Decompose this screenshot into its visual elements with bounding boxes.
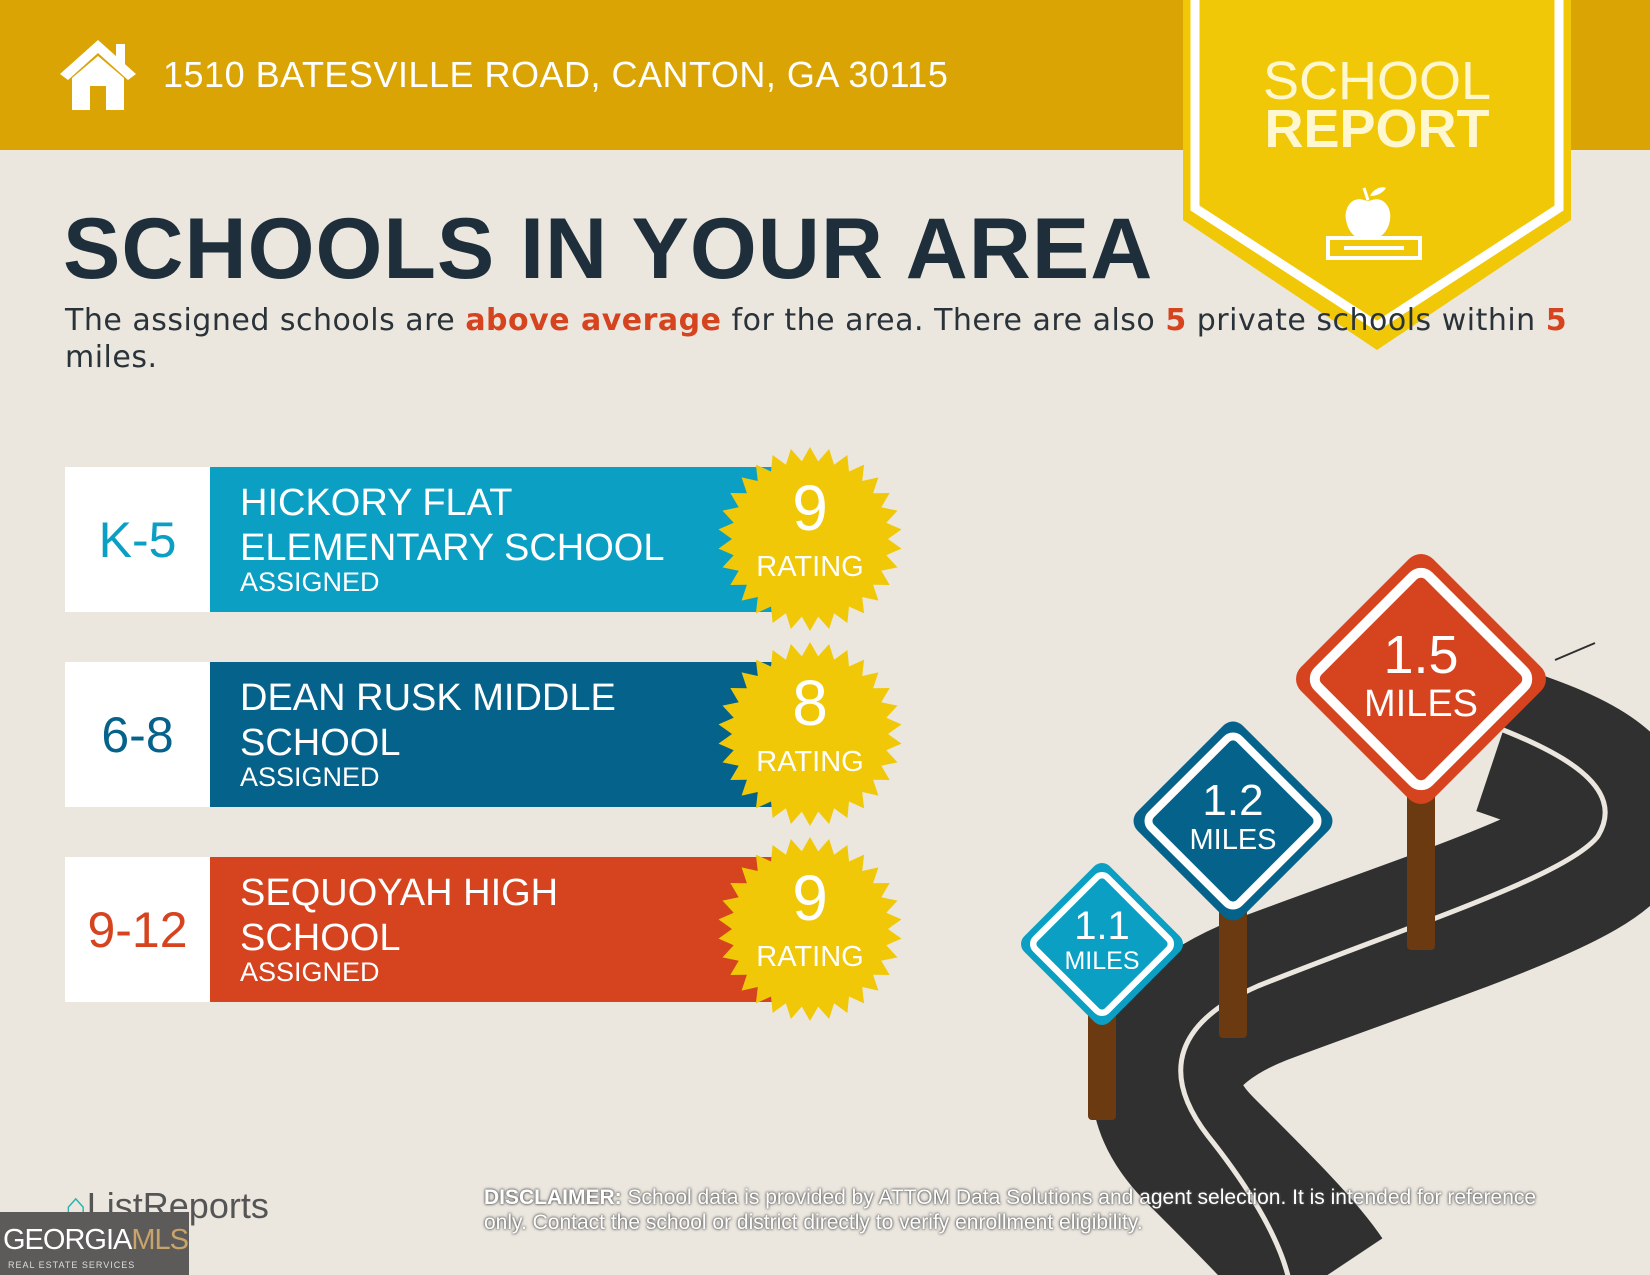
- distance-label: 1.1 MILES: [1002, 906, 1202, 977]
- property-address: 1510 BATESVILLE ROAD, CANTON, GA 30115: [163, 54, 949, 95]
- summary-highlight-count: 5: [1165, 303, 1187, 338]
- summary-part: miles.: [65, 340, 158, 375]
- gmls-subtext: REAL ESTATE SERVICES: [8, 1260, 136, 1270]
- summary-text: The assigned schools are above average f…: [65, 302, 1650, 376]
- school-report-banner: [1183, 0, 1571, 350]
- distance-unit: MILES: [1189, 824, 1277, 857]
- distance-value: 1.5: [1383, 624, 1459, 685]
- school-bar: DEAN RUSK MIDDLE SCHOOL ASSIGNED: [210, 662, 775, 807]
- page-title: SCHOOLS IN YOUR AREA: [63, 201, 1154, 297]
- school-name: DEAN RUSK MIDDLE SCHOOL: [240, 677, 616, 764]
- apple-on-book-icon: [1326, 187, 1422, 260]
- school-name: SEQUOYAH HIGH SCHOOL: [240, 872, 559, 959]
- banner-title-line1: SCHOOL: [1262, 51, 1492, 111]
- starburst-icon: [718, 447, 902, 631]
- school-status: ASSIGNED: [240, 957, 380, 987]
- rating-badge: 9 RATING: [718, 447, 902, 631]
- grade-range: 9-12: [65, 857, 210, 1002]
- summary-part: private schools within: [1186, 303, 1546, 338]
- summary-part: for the area. There are also: [721, 303, 1166, 338]
- rating-badge: 8 RATING: [718, 642, 902, 826]
- house-icon: [60, 40, 136, 110]
- school-row: 9-12 SEQUOYAH HIGH SCHOOL ASSIGNED: [65, 857, 775, 1002]
- disclaimer-text: School data is provided by ATTOM Data So…: [484, 1186, 1537, 1234]
- rating-label: RATING: [756, 551, 864, 583]
- school-status: ASSIGNED: [240, 567, 380, 597]
- starburst-icon: [718, 837, 902, 1021]
- school-name: HICKORY FLAT ELEMENTARY SCHOOL: [240, 482, 665, 569]
- distance-value: 1.1: [1074, 904, 1130, 948]
- rating-label: RATING: [756, 746, 864, 778]
- distance-value: 1.2: [1202, 776, 1264, 826]
- gmls-text: GEORGIA: [3, 1224, 132, 1256]
- rating-label: RATING: [756, 941, 864, 973]
- school-bar: HICKORY FLAT ELEMENTARY SCHOOL ASSIGNED: [210, 467, 775, 612]
- summary-highlight-miles: 5: [1545, 303, 1568, 338]
- disclaimer: DISCLAIMER: School data is provided by A…: [484, 1185, 1584, 1235]
- rating-badge: 9 RATING: [718, 837, 902, 1021]
- banner-title-line2: REPORT: [1264, 99, 1490, 159]
- rating-value: 9: [792, 472, 828, 544]
- distance-unit: MILES: [1363, 682, 1479, 725]
- school-row: 6-8 DEAN RUSK MIDDLE SCHOOL ASSIGNED: [65, 662, 775, 807]
- rating-value: 8: [792, 667, 828, 739]
- disclaimer-label: DISCLAIMER:: [484, 1186, 622, 1209]
- distance-unit: MILES: [1064, 947, 1140, 975]
- school-status: ASSIGNED: [240, 762, 380, 792]
- school-bar: SEQUOYAH HIGH SCHOOL ASSIGNED: [210, 857, 775, 1002]
- grade-range: K-5: [65, 467, 210, 612]
- starburst-icon: [718, 642, 902, 826]
- summary-part: The assigned schools are: [65, 303, 466, 338]
- gmls-text-accent: MLS: [131, 1224, 189, 1256]
- distance-label: 1.5 MILES: [1321, 628, 1521, 726]
- georgia-mls-logo: GEORGIAMLS REAL ESTATE SERVICES: [0, 1212, 189, 1275]
- grade-range: 6-8: [65, 662, 210, 807]
- summary-highlight-rating: above average: [465, 303, 722, 338]
- distance-label: 1.2 MILES: [1133, 779, 1333, 858]
- rating-value: 9: [792, 862, 828, 934]
- school-row: K-5 HICKORY FLAT ELEMENTARY SCHOOL ASSIG…: [65, 467, 775, 612]
